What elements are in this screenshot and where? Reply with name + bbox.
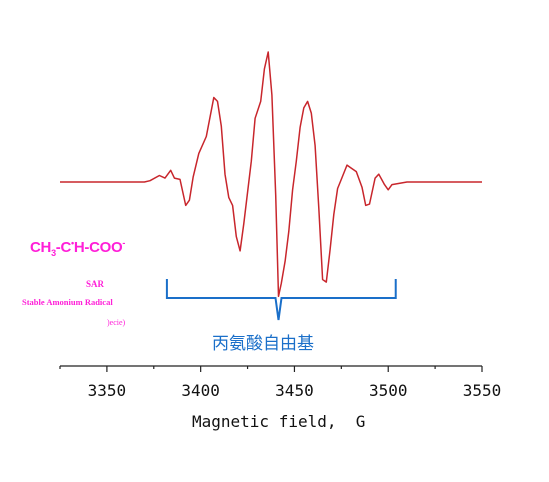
alanine-radical-label: 丙氨酸自由基 <box>212 334 314 354</box>
x-tick-label: 3350 <box>88 381 127 400</box>
sar-species-note: ​)ecie) <box>107 318 126 327</box>
x-tick-label: 3500 <box>369 381 408 400</box>
x-tick-label: 3450 <box>275 381 314 400</box>
alanine-radical-bracket <box>165 279 397 321</box>
sar-abbreviation: SAR <box>86 279 105 289</box>
sar-full-name: Stable Amonium Radical <box>22 297 113 307</box>
x-tick-label: 3550 <box>463 381 502 400</box>
radical-formula: CH3-C•H-COO- <box>30 238 126 258</box>
x-axis-label: Magnetic field, G <box>192 412 366 431</box>
x-axis-ticks: 3350 3400 3450 3500 3550 <box>59 366 502 400</box>
x-tick-label: 3400 <box>181 381 220 400</box>
spectrum-trace <box>60 51 482 298</box>
